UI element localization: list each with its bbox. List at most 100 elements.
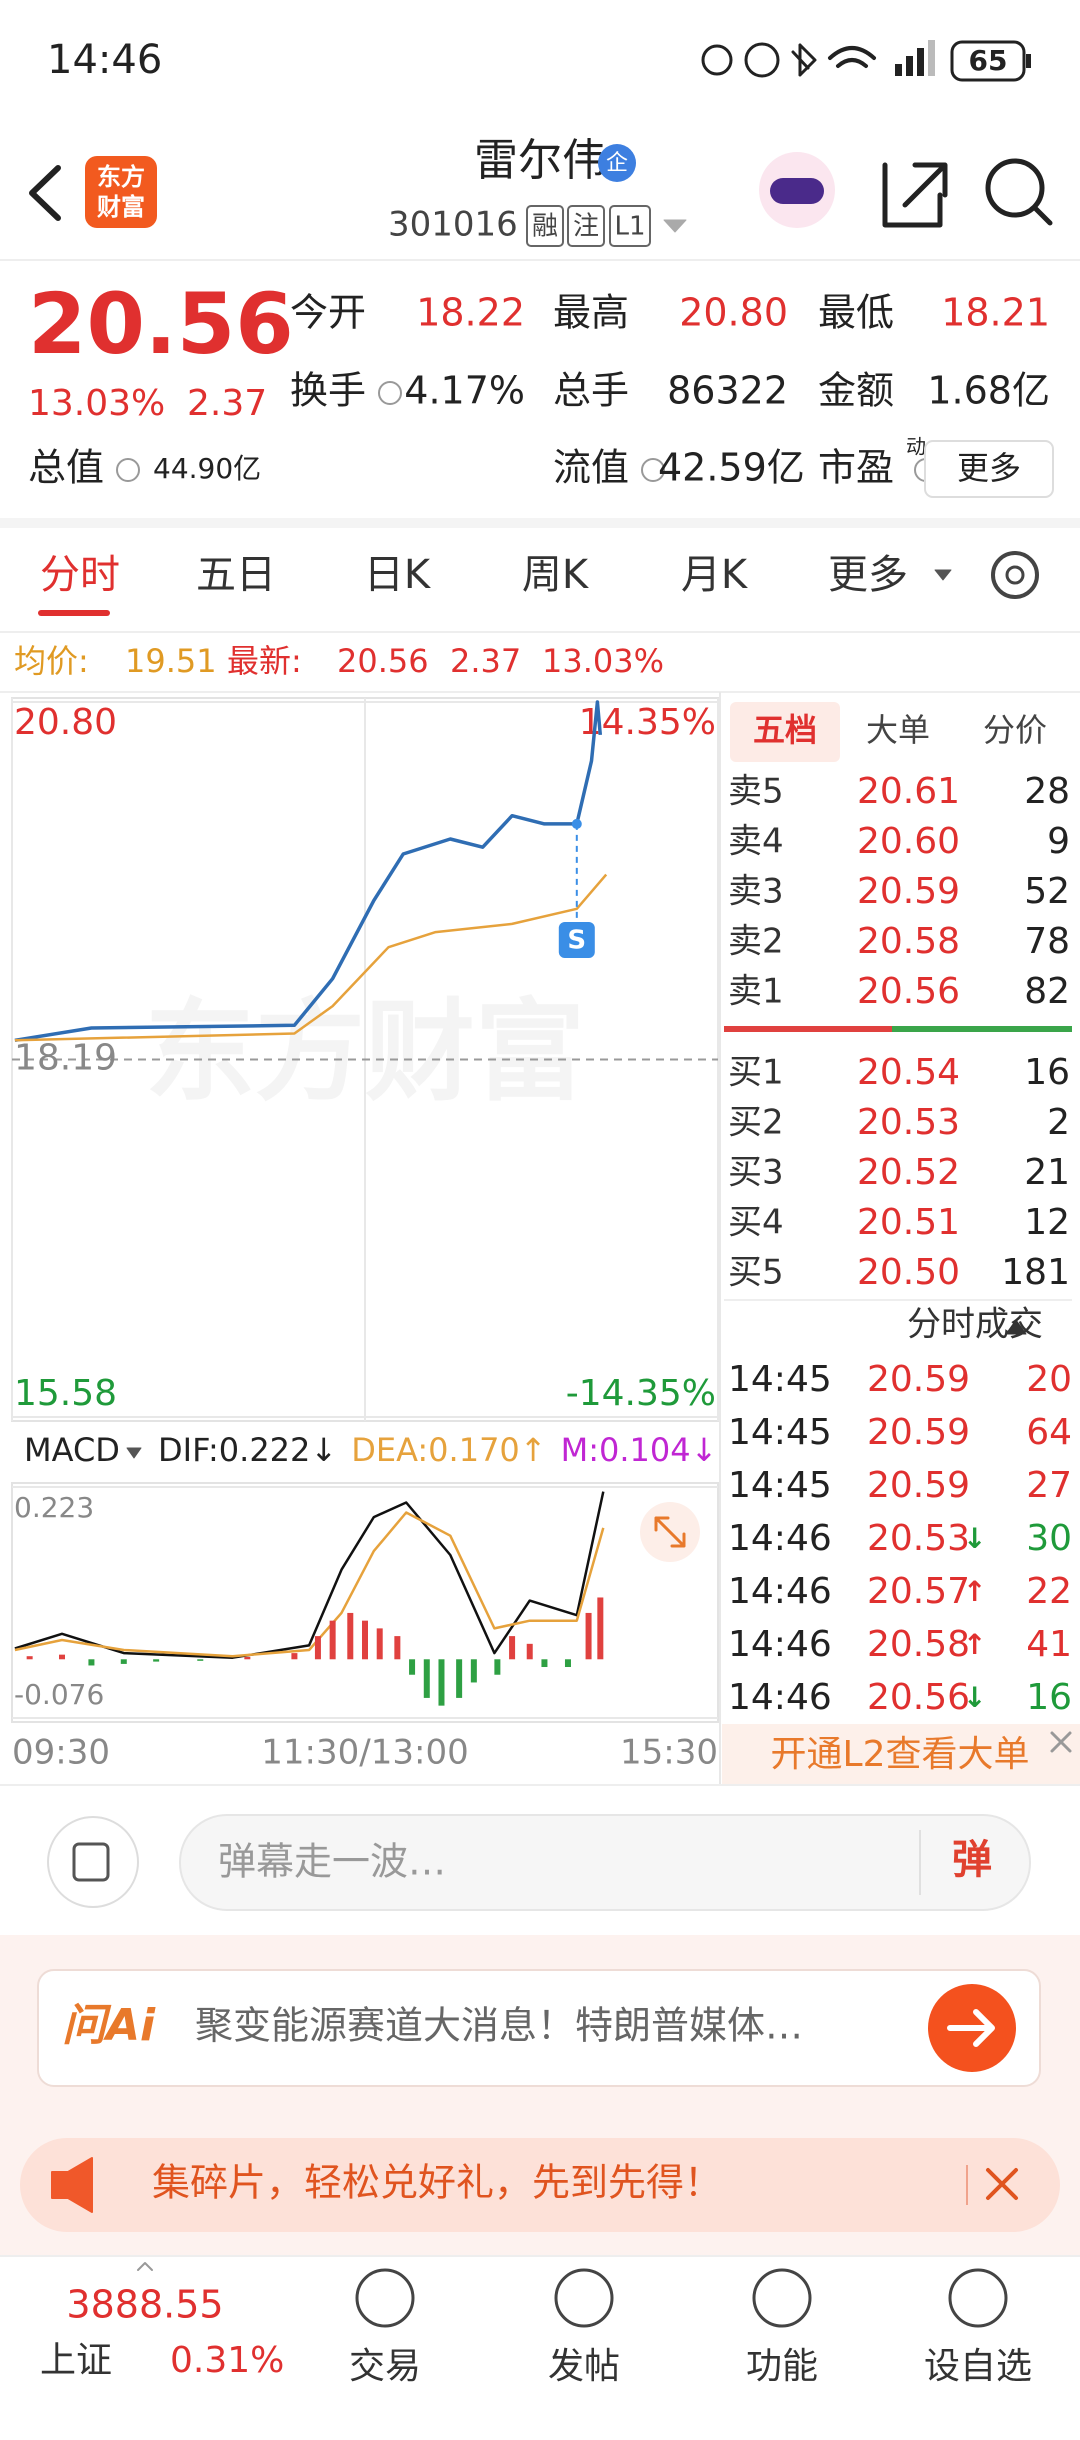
back-button[interactable] (29, 165, 61, 221)
period-tab[interactable]: 月K (681, 552, 749, 598)
signal-bar (928, 40, 935, 76)
collapse-icon (1005, 1319, 1027, 1335)
period-tab[interactable]: 周K (522, 552, 590, 598)
marker-dot (571, 818, 582, 829)
book-tab[interactable]: 五档 (753, 711, 817, 749)
trade-arrow: ↑ (963, 1628, 986, 1661)
trade-volume: 41 (1026, 1624, 1072, 1665)
index-pct: 0.31% (170, 2340, 284, 2381)
trade-volume: 16 (1026, 1677, 1072, 1718)
field-value: 18.21 (941, 291, 1050, 335)
level-volume: 2 (1047, 1102, 1070, 1143)
close-icon (1050, 1731, 1072, 1753)
level-volume: 16 (1024, 1052, 1070, 1093)
trade-volume: 22 (1026, 1571, 1072, 1612)
index-value[interactable]: 3888.55 (66, 2283, 223, 2327)
last-change: 2.37 (450, 642, 521, 680)
trade-arrow: ↑ (963, 1575, 986, 1608)
marker-label: S (567, 926, 586, 956)
trade-price: 20.59 (867, 1412, 970, 1453)
caret-icon (137, 2262, 153, 2271)
period-tab[interactable]: 五日 (196, 552, 276, 598)
level-label: 卖4 (728, 822, 784, 862)
section-gap (0, 518, 1080, 528)
app-logo (85, 156, 157, 228)
y-tick-label: -0.076 (14, 1678, 104, 1711)
level-price: 20.60 (857, 821, 960, 862)
settings-button[interactable] (991, 551, 1039, 599)
l2-banner[interactable] (722, 1724, 1080, 1784)
battery-level: 65 (969, 44, 1008, 77)
comment-input[interactable] (179, 1814, 1031, 1911)
more-button[interactable] (924, 440, 1054, 498)
level-price: 20.58 (857, 921, 960, 962)
level-label: 卖3 (728, 872, 784, 912)
share-button[interactable] (882, 162, 948, 228)
macd-header (12, 1426, 718, 1480)
trade-price: 20.58 (867, 1624, 970, 1665)
chart-frame (11, 1482, 719, 1723)
macd-bar (494, 1659, 501, 1675)
alarm-icon (744, 42, 780, 78)
level-volume: 21 (1024, 1152, 1070, 1193)
search-handle (1032, 205, 1053, 226)
badge-text: 企 (606, 151, 628, 176)
level-label: 买5 (728, 1253, 784, 1293)
macd-bar (541, 1659, 548, 1668)
trade-price: 20.59 (867, 1465, 970, 1506)
macd-bar (153, 1659, 160, 1662)
nav-item[interactable]: 交易 (349, 2346, 421, 2387)
field-value: 18.22 (416, 291, 525, 335)
y-tick-label: 15.58 (14, 1373, 117, 1414)
trade-price: 20.59 (867, 1359, 970, 1400)
trade-price: 20.56 (867, 1677, 970, 1718)
comment-settings[interactable] (47, 1816, 139, 1908)
level-volume: 181 (1001, 1252, 1070, 1293)
indicator-name[interactable]: MACD (24, 1431, 120, 1469)
level-label: 买2 (728, 1103, 784, 1143)
tag-box (526, 205, 564, 247)
battery (950, 40, 1026, 82)
level-volume: 12 (1024, 1202, 1070, 1243)
book-tab[interactable]: 分价 (983, 711, 1047, 749)
period-tab[interactable]: 分时 (40, 552, 120, 598)
trade-volume: 27 (1026, 1465, 1072, 1506)
nav-item[interactable]: 发帖 (548, 2346, 620, 2387)
series-line (14, 700, 603, 1043)
promo-banner[interactable] (20, 2138, 1060, 2232)
legend-entry: DEA:0.170↑ (351, 1431, 546, 1469)
search-button[interactable] (985, 158, 1045, 218)
ai-brand: 问Ai (62, 2000, 156, 2051)
field-label: 市盈 (818, 446, 894, 490)
series-line (14, 1491, 605, 1659)
field-value: 44.90亿 (153, 452, 261, 485)
level-price: 20.52 (857, 1152, 960, 1193)
change: 2.37 (187, 383, 267, 424)
nav-item[interactable]: 功能 (746, 2346, 818, 2387)
nfc-icon (701, 44, 733, 76)
marker-badge[interactable] (558, 922, 595, 958)
macd-bar (438, 1659, 445, 1706)
field-label: 换手 (290, 369, 366, 413)
info-icon (378, 381, 402, 405)
ai-card[interactable] (37, 1969, 1041, 2087)
level-label: 买3 (728, 1153, 784, 1193)
macd-bar (470, 1659, 477, 1683)
macd-bar (291, 1653, 298, 1660)
logo-text: 财富 (97, 193, 145, 221)
field-value: 86322 (667, 369, 788, 413)
book-tab[interactable]: 大单 (866, 711, 930, 749)
index-name: 上证 (40, 2340, 112, 2381)
level-price: 20.61 (857, 771, 960, 812)
level-volume: 78 (1024, 921, 1070, 962)
field-value: 4.17% (404, 369, 525, 413)
macd-bar (197, 1659, 204, 1661)
nav-item[interactable]: 设自选 (924, 2346, 1032, 2387)
period-tab[interactable]: 更多 (828, 552, 908, 598)
field-label: 最高 (553, 291, 629, 335)
level-volume: 82 (1024, 971, 1070, 1012)
danmaku-button[interactable]: 弹 (952, 1837, 992, 1883)
period-tab[interactable]: 日K (364, 552, 432, 598)
